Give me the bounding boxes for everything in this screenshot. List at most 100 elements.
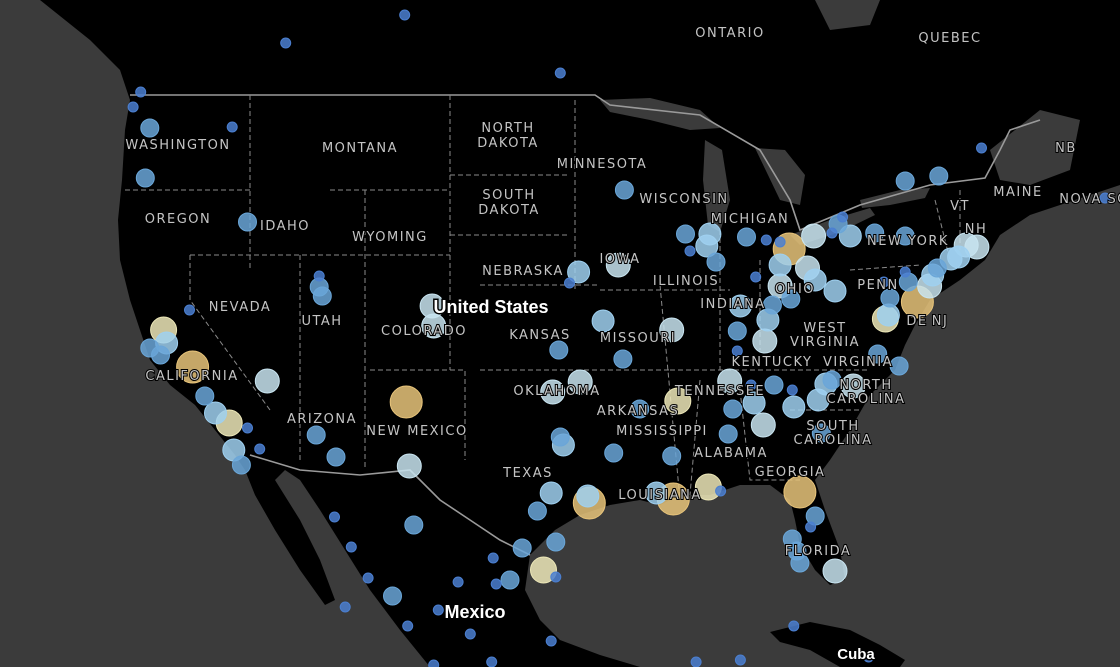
- data-point-small[interactable]: [313, 270, 325, 282]
- data-point-medium[interactable]: [383, 586, 402, 606]
- data-point-medium[interactable]: [723, 399, 743, 419]
- data-point-large[interactable]: [539, 481, 563, 505]
- data-point-medium[interactable]: [895, 226, 915, 246]
- data-point-medium[interactable]: [706, 252, 726, 272]
- data-point-medium[interactable]: [151, 345, 170, 365]
- data-point-small[interactable]: [690, 656, 702, 667]
- data-point-small[interactable]: [486, 656, 498, 667]
- data-point-pale-yellow[interactable]: [664, 387, 692, 415]
- data-point-medium[interactable]: [527, 501, 547, 521]
- data-point-medium[interactable]: [604, 443, 624, 463]
- data-point-medium[interactable]: [238, 212, 257, 232]
- data-point-small[interactable]: [362, 572, 374, 584]
- data-point-medium[interactable]: [549, 340, 569, 360]
- data-point-pale[interactable]: [421, 313, 447, 339]
- data-point-large[interactable]: [591, 309, 615, 333]
- data-point-large[interactable]: [768, 253, 792, 277]
- data-point-large[interactable]: [782, 395, 806, 419]
- data-point-small[interactable]: [715, 485, 727, 497]
- data-point-small[interactable]: [487, 552, 499, 564]
- data-point-large[interactable]: [728, 294, 752, 318]
- data-point-large[interactable]: [823, 279, 847, 303]
- data-point-small[interactable]: [878, 276, 890, 288]
- data-point-small[interactable]: [550, 571, 562, 583]
- data-point-medium[interactable]: [727, 321, 747, 341]
- data-point-medium[interactable]: [546, 532, 566, 552]
- data-point-medium[interactable]: [781, 289, 801, 309]
- data-point-medium[interactable]: [737, 227, 756, 247]
- data-point-medium[interactable]: [404, 515, 424, 535]
- data-point-small[interactable]: [863, 651, 875, 663]
- data-point-medium[interactable]: [550, 427, 570, 447]
- data-point-small[interactable]: [545, 635, 557, 647]
- data-point-medium[interactable]: [764, 375, 784, 395]
- data-point-pale[interactable]: [254, 368, 280, 394]
- data-point-medium[interactable]: [662, 446, 682, 466]
- data-point-medium[interactable]: [811, 423, 831, 443]
- data-point-small[interactable]: [805, 521, 817, 533]
- data-point-medium[interactable]: [195, 386, 215, 406]
- data-point-small[interactable]: [786, 384, 798, 396]
- data-point-pale[interactable]: [840, 373, 866, 399]
- data-point-medium[interactable]: [822, 370, 842, 390]
- data-point-pale[interactable]: [822, 558, 848, 584]
- data-point-large[interactable]: [742, 391, 766, 415]
- data-point-medium[interactable]: [718, 424, 738, 444]
- data-point-large[interactable]: [947, 245, 971, 269]
- data-point-medium[interactable]: [135, 168, 155, 188]
- data-point-small[interactable]: [428, 659, 440, 667]
- data-point-small[interactable]: [1099, 192, 1111, 204]
- data-point-medium[interactable]: [927, 258, 947, 278]
- data-point-small[interactable]: [127, 101, 139, 113]
- data-point-pale[interactable]: [567, 369, 593, 395]
- data-point-pale[interactable]: [752, 328, 778, 354]
- data-point-medium[interactable]: [880, 288, 900, 308]
- data-point-medium[interactable]: [676, 224, 695, 244]
- data-point-pale[interactable]: [801, 223, 827, 249]
- data-point-yellow[interactable]: [176, 350, 210, 384]
- data-point-small[interactable]: [280, 37, 292, 49]
- data-point-medium[interactable]: [614, 180, 634, 200]
- data-point-medium[interactable]: [306, 425, 326, 445]
- data-point-medium[interactable]: [865, 223, 885, 243]
- data-point-large[interactable]: [803, 268, 827, 292]
- data-point-large[interactable]: [695, 234, 719, 258]
- data-point-small[interactable]: [734, 654, 746, 666]
- data-point-medium[interactable]: [895, 171, 915, 191]
- data-point-pale[interactable]: [659, 317, 685, 343]
- data-point-medium[interactable]: [500, 570, 520, 590]
- data-point-small[interactable]: [402, 620, 414, 632]
- data-point-small[interactable]: [242, 422, 253, 434]
- data-point-small[interactable]: [750, 271, 762, 283]
- data-point-small[interactable]: [899, 266, 911, 278]
- data-point-small[interactable]: [760, 234, 772, 246]
- data-point-medium[interactable]: [929, 166, 949, 186]
- data-point-small[interactable]: [399, 9, 411, 21]
- data-point-small[interactable]: [774, 236, 786, 248]
- data-point-large[interactable]: [204, 401, 227, 425]
- data-point-small[interactable]: [254, 443, 266, 455]
- data-point-medium[interactable]: [868, 344, 888, 364]
- data-point-small[interactable]: [826, 227, 838, 239]
- data-point-small[interactable]: [464, 628, 476, 640]
- data-point-small[interactable]: [329, 511, 340, 523]
- data-point-small[interactable]: [976, 142, 987, 154]
- data-point-pale[interactable]: [540, 379, 566, 405]
- data-point-large[interactable]: [576, 484, 600, 508]
- data-point-small[interactable]: [135, 86, 147, 98]
- data-point-pale[interactable]: [717, 368, 743, 394]
- data-point-medium[interactable]: [762, 295, 782, 315]
- data-point-pale[interactable]: [605, 252, 631, 278]
- data-point-small[interactable]: [745, 379, 757, 391]
- data-point-medium[interactable]: [790, 553, 810, 573]
- data-point-medium[interactable]: [312, 286, 332, 306]
- data-point-small[interactable]: [345, 541, 357, 553]
- data-point-pale[interactable]: [750, 412, 776, 438]
- data-point-large[interactable]: [645, 481, 668, 505]
- data-point-yellow[interactable]: [783, 475, 817, 509]
- data-point-medium[interactable]: [630, 399, 650, 419]
- data-point-yellow[interactable]: [389, 385, 423, 419]
- data-point-medium[interactable]: [512, 538, 532, 558]
- data-point-medium[interactable]: [889, 356, 909, 376]
